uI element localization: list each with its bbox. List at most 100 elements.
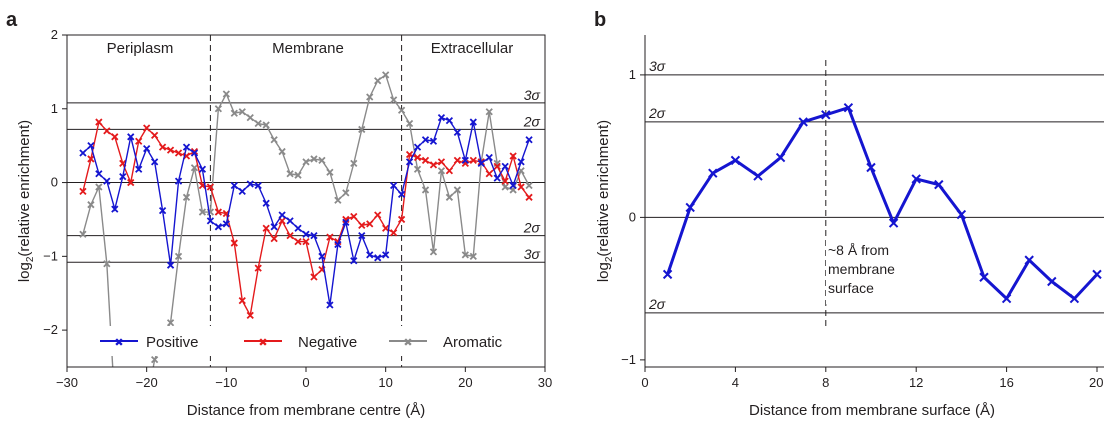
panel-b-y-axis-label: log2(relative enrichment) xyxy=(595,120,615,282)
x-tick-label: 20 xyxy=(1089,375,1103,390)
panel-a-boundary-lines xyxy=(209,35,403,367)
data-point-aromatic xyxy=(445,193,454,201)
data-point-aromatic xyxy=(150,355,159,364)
data-point-aromatic xyxy=(238,108,246,116)
panel-a-sigma-lines xyxy=(67,102,545,263)
legend-positive-label: Positive xyxy=(146,334,199,351)
panel-a-y-axis-label-rest: (relative enrichment) xyxy=(16,120,33,257)
data-point-positive xyxy=(389,181,398,190)
data-point-surface xyxy=(956,209,967,220)
data-point-positive xyxy=(485,153,493,162)
data-point-aromatic xyxy=(214,105,223,113)
data-point-positive xyxy=(95,170,103,178)
data-point-positive xyxy=(150,158,159,166)
data-point-aromatic xyxy=(350,159,358,168)
series-line-positive xyxy=(82,116,530,306)
data-point-negative xyxy=(358,221,366,229)
panel-a-y-axis-label-base: log xyxy=(16,262,33,282)
data-point-negative xyxy=(350,212,358,221)
data-point-positive xyxy=(254,181,262,190)
y-tick-label: −1 xyxy=(43,248,58,263)
data-point-negative xyxy=(262,224,270,232)
sigma-label: 2σ xyxy=(648,296,666,312)
data-point-aromatic xyxy=(278,147,286,156)
data-point-negative xyxy=(445,167,454,175)
data-point-positive xyxy=(294,224,302,232)
sigma-label: 3σ xyxy=(524,87,541,103)
panel-b-y-axis-label-sub: 2 xyxy=(604,256,615,262)
data-point-negative xyxy=(95,118,103,126)
legend-aromatic-marker: ✖ xyxy=(403,337,412,349)
data-point-positive xyxy=(334,240,342,249)
annotation-line-2: membrane xyxy=(828,261,895,277)
data-point-surface xyxy=(1024,255,1034,265)
data-point-negative xyxy=(366,220,374,228)
sigma-label: 2σ xyxy=(523,220,541,236)
x-tick-label: 16 xyxy=(999,375,1013,390)
data-point-negative xyxy=(230,239,238,247)
data-point-positive xyxy=(286,217,294,225)
data-point-aromatic xyxy=(246,113,254,122)
data-point-aromatic xyxy=(461,251,469,259)
annotation-background xyxy=(826,238,918,304)
data-point-aromatic xyxy=(190,164,199,172)
data-point-negative xyxy=(493,162,501,170)
data-point-negative xyxy=(254,264,262,272)
data-point-positive xyxy=(405,158,414,166)
data-point-negative xyxy=(79,187,87,196)
y-tick-label: 1 xyxy=(629,67,636,82)
panel-a-sigma-labels: 3σ 2σ 2σ 3σ xyxy=(518,87,542,262)
data-point-negative xyxy=(421,156,430,165)
panel-b-sigma-labels: 3σ 2σ 2σ xyxy=(648,58,666,312)
panel-b-y-axis-label-rest: (relative enrichment) xyxy=(595,120,612,257)
data-point-aromatic xyxy=(413,165,422,173)
data-point-negative xyxy=(158,143,167,151)
data-point-negative xyxy=(326,233,334,241)
data-point-surface xyxy=(1047,276,1057,287)
data-point-aromatic xyxy=(382,71,390,79)
data-point-negative xyxy=(286,232,294,240)
panel-a-label: a xyxy=(6,9,18,31)
data-point-positive xyxy=(358,232,366,240)
x-tick-label: 0 xyxy=(641,375,648,390)
data-point-negative xyxy=(302,237,310,246)
data-point-negative xyxy=(206,183,215,191)
data-point-positive xyxy=(190,149,199,157)
data-point-positive xyxy=(310,232,318,240)
data-point-positive xyxy=(222,220,230,228)
y-tick-label: 0 xyxy=(51,175,58,190)
data-point-aromatic xyxy=(182,193,191,201)
x-tick-label: 20 xyxy=(458,375,472,390)
data-point-negative xyxy=(525,193,533,201)
data-point-positive xyxy=(326,301,334,309)
data-point-surface xyxy=(662,269,673,280)
data-point-positive xyxy=(501,162,509,170)
data-point-aromatic xyxy=(525,181,533,190)
data-point-surface xyxy=(866,162,876,173)
data-point-positive xyxy=(166,261,175,269)
data-point-positive xyxy=(461,156,469,165)
data-point-positive xyxy=(493,174,501,182)
data-point-surface xyxy=(798,117,808,127)
data-point-aromatic xyxy=(262,121,270,129)
data-point-positive xyxy=(421,136,430,144)
data-point-aromatic xyxy=(198,208,207,216)
sigma-label-bg xyxy=(518,87,542,102)
x-tick-label: −10 xyxy=(215,375,237,390)
data-point-positive xyxy=(525,136,533,144)
data-point-aromatic xyxy=(334,196,342,204)
data-point-negative xyxy=(127,178,135,187)
data-point-aromatic xyxy=(358,125,366,134)
data-point-aromatic xyxy=(294,171,302,179)
x-tick-label: −30 xyxy=(56,375,78,390)
data-point-negative xyxy=(374,211,382,219)
data-point-positive xyxy=(509,181,517,190)
panel-a: a Periplasm Membrane Extracellular 3σ 2σ 2… xyxy=(6,9,552,419)
data-point-aromatic xyxy=(174,252,183,260)
region-label-membrane: Membrane xyxy=(272,40,344,57)
data-point-positive xyxy=(397,190,406,198)
region-label-periplasm: Periplasm xyxy=(107,40,174,57)
data-point-surface xyxy=(843,102,854,113)
data-point-negative xyxy=(87,155,95,163)
